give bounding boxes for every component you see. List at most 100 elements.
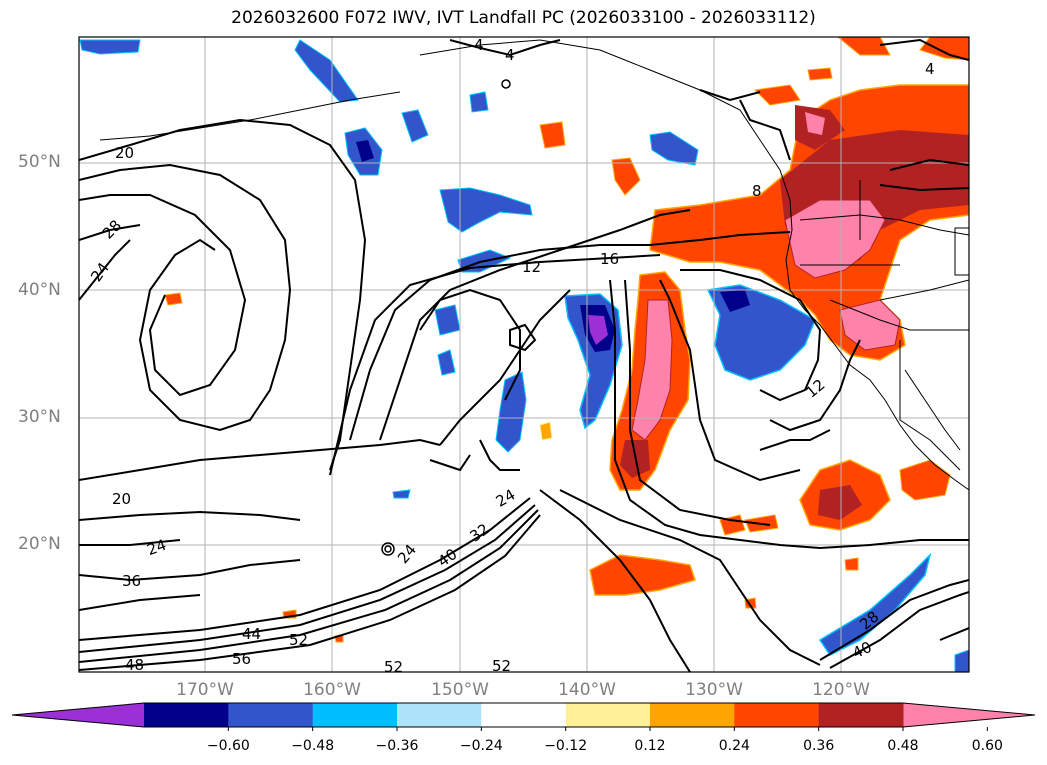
gridlines (79, 37, 969, 672)
contour-line (329, 254, 661, 476)
contour-line (429, 454, 471, 472)
colorbar-outline (11, 702, 1036, 728)
pos-patch (539, 121, 566, 149)
contour-label: 52 (384, 658, 403, 676)
contour-line (79, 118, 367, 471)
contour-label: 24 (145, 536, 169, 559)
colorbar-segment (481, 703, 567, 727)
contour-line (79, 514, 541, 671)
contour-label: 16 (600, 250, 619, 268)
contour-line (759, 429, 831, 451)
contour-line (349, 231, 791, 441)
colorbar-segment (228, 703, 314, 727)
contour-line (879, 184, 969, 192)
pos-patch (844, 557, 859, 571)
contour-line (769, 339, 861, 432)
pos-patch (753, 84, 801, 106)
neg-patch (720, 290, 750, 312)
neg-patch (401, 109, 429, 143)
contour-line (79, 163, 292, 432)
colorbar-tick-label: 0.12 (634, 738, 666, 754)
colorbar-segment (565, 703, 651, 727)
neg-patch (818, 552, 932, 656)
contour-label: 36 (122, 572, 141, 590)
colorbar-tick-label: 0.60 (971, 738, 1003, 754)
contour-line (539, 489, 691, 672)
neg-patch (649, 131, 699, 166)
colorbar-tick-label: −0.48 (291, 738, 335, 754)
small-contour-rings (381, 79, 511, 556)
lon-label-160w: 160°W (303, 680, 361, 700)
colorbar-extend-high (903, 703, 1035, 727)
contour-line (609, 279, 969, 550)
contour-label: 20 (115, 144, 134, 162)
contour-line (559, 489, 821, 666)
lat-label-30n: 30°N (18, 407, 61, 427)
neg-patch (495, 371, 527, 453)
contour-line (659, 279, 801, 482)
contour-line (509, 323, 537, 352)
pos-patch (807, 67, 833, 81)
contour-line (479, 439, 520, 471)
contour-line (79, 194, 247, 397)
contour-line (79, 438, 441, 481)
neg-patch (434, 304, 461, 336)
pos-patch (611, 157, 641, 196)
colorbar (11, 702, 1036, 731)
contour-line (79, 504, 536, 653)
contour-label: 4 (925, 60, 935, 78)
contour-line (379, 209, 691, 441)
contour-label: 20 (112, 490, 131, 508)
map-frame (78, 36, 970, 673)
neg-patch (437, 349, 456, 376)
lat-label-40n: 40°N (18, 280, 61, 300)
colorbar-segment (144, 703, 229, 727)
contour-label: 4 (505, 46, 515, 64)
contour-line (419, 288, 521, 401)
coastlines (99, 39, 969, 491)
lon-label-130w: 130°W (685, 680, 743, 700)
contour-line (819, 579, 969, 661)
contour-line (939, 627, 969, 641)
neg-patch (954, 649, 969, 672)
colorbar-segment (397, 703, 482, 727)
colorbar-segment (734, 703, 820, 727)
pos-patch (818, 485, 862, 520)
lat-label-20n: 20°N (18, 534, 61, 554)
pos-patch (164, 292, 183, 306)
pos-patch (919, 37, 969, 61)
contour-line (79, 239, 131, 301)
colorbar-extend-low (12, 703, 144, 727)
contour-line (449, 39, 561, 57)
contour-line (79, 594, 201, 611)
neg-patch (439, 187, 533, 233)
contour-line (79, 509, 539, 663)
neg-patch (79, 39, 141, 55)
colorbar-segment (312, 703, 398, 727)
neg-patch (588, 315, 608, 345)
contour-line (79, 224, 141, 241)
contour-label: 4 (474, 36, 484, 54)
contour-label: 52 (492, 657, 511, 675)
contour-line (739, 99, 791, 161)
contour-line (889, 158, 969, 171)
lat-label-50n: 50°N (18, 152, 61, 172)
colorbar-tick-label: −0.12 (544, 738, 588, 754)
contour-line (79, 559, 301, 582)
lon-label-170w: 170°W (176, 680, 234, 700)
lon-label-120w: 120°W (812, 680, 870, 700)
map-title: 2026032600 F072 IWV, IVT Landfall PC (20… (231, 8, 816, 28)
contour-label: 44 (242, 625, 261, 643)
colorbar-tick-label: 0.48 (887, 738, 919, 754)
neg-patch (356, 140, 374, 162)
contour-label: 48 (125, 656, 144, 674)
pos-patch (589, 554, 696, 596)
colorbar-tick-label: −0.60 (206, 738, 250, 754)
contour-line (79, 497, 531, 641)
ivt-contours (79, 38, 969, 672)
contour-line (624, 279, 771, 526)
neg-patch (469, 91, 489, 113)
pos-patch (539, 421, 553, 441)
pos-patch (631, 299, 673, 441)
